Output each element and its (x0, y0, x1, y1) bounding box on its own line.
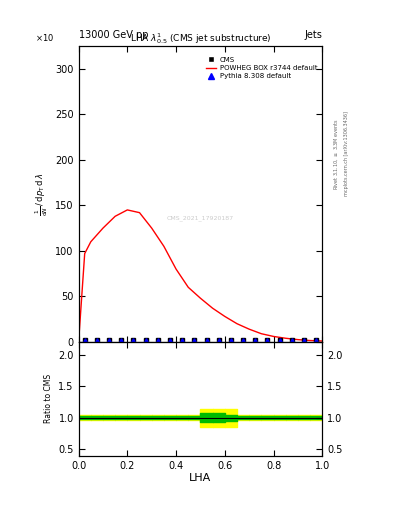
Text: Jets: Jets (305, 30, 322, 40)
Title: LHA $\lambda^{1}_{0.5}$ (CMS jet substructure): LHA $\lambda^{1}_{0.5}$ (CMS jet substru… (130, 31, 271, 46)
X-axis label: LHA: LHA (189, 473, 211, 483)
Text: $\times 10$: $\times 10$ (35, 32, 54, 43)
Y-axis label: $\frac{1}{\mathrm{d}N}\,/\,\mathrm{d}p_\mathrm{T}\,\mathrm{d}\,\lambda$: $\frac{1}{\mathrm{d}N}\,/\,\mathrm{d}p_\… (33, 173, 50, 216)
Text: 13000 GeV pp: 13000 GeV pp (79, 30, 148, 40)
Text: CMS_2021_17920187: CMS_2021_17920187 (167, 215, 234, 221)
Legend: CMS, POWHEG BOX r3744 default, Pythia 8.308 default: CMS, POWHEG BOX r3744 default, Pythia 8.… (204, 55, 319, 80)
Text: Rivet 3.1.10, $\geq$ 3.3M events: Rivet 3.1.10, $\geq$ 3.3M events (332, 118, 340, 189)
Text: mcplots.cern.ch [arXiv:1306.3436]: mcplots.cern.ch [arXiv:1306.3436] (344, 111, 349, 196)
Y-axis label: Ratio to CMS: Ratio to CMS (44, 374, 53, 423)
